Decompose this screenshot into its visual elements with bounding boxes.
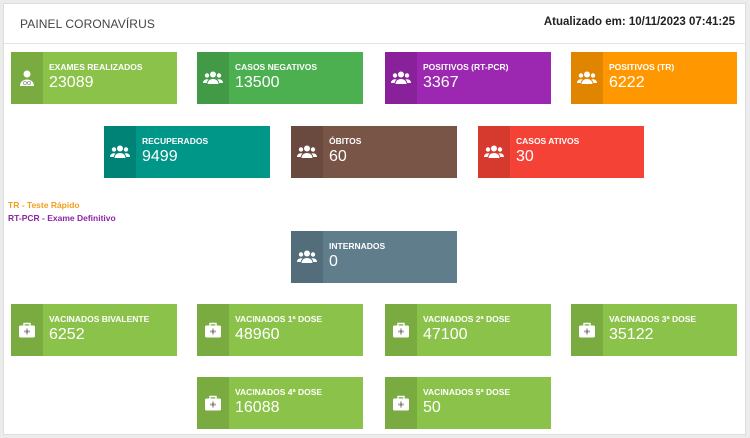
card-value: 13500 [235,74,280,91]
card-value: 23089 [49,74,94,91]
card-recuperados: RECUPERADOS 9499 [104,126,270,178]
card-value: 50 [423,399,441,416]
card-value: 35122 [609,326,654,343]
card-value: 30 [516,148,534,165]
users-icon [291,231,323,283]
card-exames-realizados: EXAMES REALIZADOS 23089 [11,52,177,104]
users-icon [197,52,229,104]
users-icon [104,126,136,178]
card-obitos: ÓBITOS 60 [291,126,457,178]
card-label: VACINADOS 5ª DOSE [423,387,511,397]
card-vacinados-2-dose: VACINADOS 2ª DOSE 47100 [385,304,551,356]
card-label: POSITIVOS (RT-PCR) [423,62,509,72]
card-vacinados-1-dose: VACINADOS 1ª DOSE 48960 [197,304,363,356]
user-md-icon [11,52,43,104]
legend-rt-pcr: RT-PCR - Exame Definitivo [8,213,116,223]
card-label: ÓBITOS [329,136,362,146]
medkit-icon [11,304,43,356]
card-label: CASOS NEGATIVOS [235,62,318,72]
card-casos-negativos: CASOS NEGATIVOS 13500 [197,52,363,104]
card-value: 3367 [423,74,459,91]
card-label: INTERNADOS [329,241,386,251]
medkit-icon [385,377,417,429]
legend-tr: TR - Teste Rápido [8,200,80,210]
card-value: 0 [329,253,338,270]
users-icon [385,52,417,104]
card-label: VACINADOS 3ª DOSE [609,314,697,324]
page-title: PAINEL CORONAVÍRUS [20,17,155,31]
medkit-icon [385,304,417,356]
card-label: VACINADOS 2ª DOSE [423,314,511,324]
medkit-icon [197,304,229,356]
card-label: POSITIVOS (TR) [609,62,675,72]
card-label: VACINADOS BIVALENTE [49,314,150,324]
card-vacinados-5-dose: VACINADOS 5ª DOSE 50 [385,377,551,429]
card-positivos-rt-pcr: POSITIVOS (RT-PCR) 3367 [385,52,551,104]
card-value: 6222 [609,74,645,91]
medkit-icon [197,377,229,429]
panel-header: PAINEL CORONAVÍRUS Atualizado em: 10/11/… [4,4,745,44]
card-value: 9499 [142,148,178,165]
card-value: 16088 [235,399,280,416]
card-label: RECUPERADOS [142,136,209,146]
card-label: EXAMES REALIZADOS [49,62,143,72]
card-vacinados-bivalente: VACINADOS BIVALENTE 6252 [11,304,177,356]
card-vacinados-3-dose: VACINADOS 3ª DOSE 35122 [571,304,737,356]
card-value: 60 [329,148,347,165]
card-label: VACINADOS 4ª DOSE [235,387,323,397]
medkit-icon [571,304,603,356]
card-value: 6252 [49,326,85,343]
card-casos-ativos: CASOS ATIVOS 30 [478,126,644,178]
users-icon [291,126,323,178]
last-updated: Atualizado em: 10/11/2023 07:41:25 [543,16,735,28]
users-icon [478,126,510,178]
users-icon [571,52,603,104]
card-label: CASOS ATIVOS [516,136,580,146]
card-internados: INTERNADOS 0 [291,231,457,283]
card-positivos-tr: POSITIVOS (TR) 6222 [571,52,737,104]
card-value: 48960 [235,326,280,343]
card-vacinados-4-dose: VACINADOS 4ª DOSE 16088 [197,377,363,429]
card-value: 47100 [423,326,468,343]
card-label: VACINADOS 1ª DOSE [235,314,323,324]
